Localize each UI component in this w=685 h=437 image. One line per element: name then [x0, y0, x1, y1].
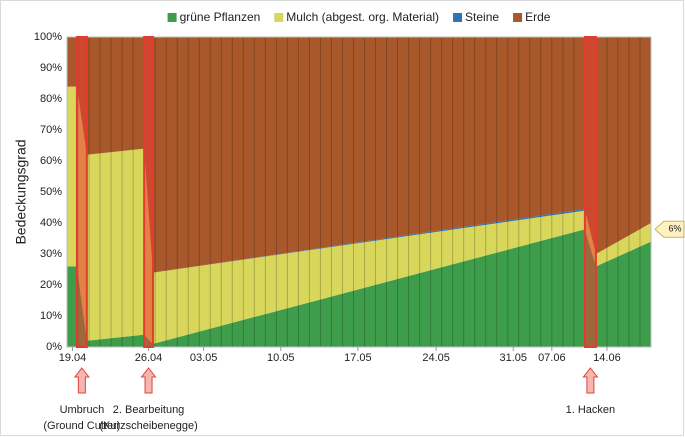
callout-label: 6%: [668, 224, 681, 234]
x-tick-label: 17.05: [344, 352, 372, 364]
event-label: (Ground Cutter): [43, 420, 120, 432]
legend-swatch: [274, 13, 284, 22]
x-tick-label: 19.04: [59, 352, 87, 364]
event-label: 1. Hacken: [566, 404, 616, 416]
event-label: Umbruch: [60, 404, 105, 416]
x-tick-label: 24.05: [422, 352, 450, 364]
legend-swatch: [513, 13, 523, 22]
legend: grüne Pflanzen Mulch (abgest. org. Materi…: [167, 10, 551, 24]
y-axis-label: Bedeckungsgrad: [13, 139, 29, 244]
y-tick-label: 100%: [34, 31, 62, 43]
y-tick-label: 90%: [40, 62, 62, 74]
y-tick-label: 40%: [40, 217, 62, 229]
event-arrow: [73, 367, 90, 394]
x-tick-label: 26.04: [135, 352, 163, 364]
x-tick-label: 31.05: [499, 352, 527, 364]
legend-swatch: [167, 13, 177, 22]
y-tick-label: 70%: [40, 124, 62, 136]
event-arrow: [140, 367, 157, 394]
event-arrow: [582, 367, 599, 394]
y-tick-label: 20%: [40, 279, 62, 291]
event-band: [143, 36, 154, 348]
legend-label: grüne Pflanzen: [180, 10, 261, 24]
event-label: (Kurzscheibenegge): [99, 420, 197, 432]
x-tick-label: 14.06: [593, 352, 621, 364]
legend-swatch: [453, 13, 463, 22]
area: [67, 229, 651, 347]
y-tick-label: 30%: [40, 248, 62, 260]
area: [67, 86, 651, 344]
legend-label: Mulch (abgest. org. Material): [286, 10, 439, 24]
callout: [654, 220, 685, 238]
event-band: [583, 36, 597, 348]
y-tick-label: 80%: [40, 93, 62, 105]
legend-label: Erde: [525, 10, 551, 24]
x-tick-label: 07.06: [538, 352, 566, 364]
event-band: [75, 36, 88, 348]
area: [67, 37, 651, 273]
event-label: 2. Bearbeitung: [113, 404, 185, 416]
y-tick-label: 0%: [46, 341, 62, 353]
x-tick-label: 10.05: [267, 352, 295, 364]
y-tick-label: 60%: [40, 155, 62, 167]
x-tick-label: 03.05: [190, 352, 218, 364]
y-tick-label: 50%: [40, 186, 62, 198]
legend-label: Steine: [465, 10, 499, 24]
plot-border: [66, 36, 652, 348]
y-tick-label: 10%: [40, 310, 62, 322]
